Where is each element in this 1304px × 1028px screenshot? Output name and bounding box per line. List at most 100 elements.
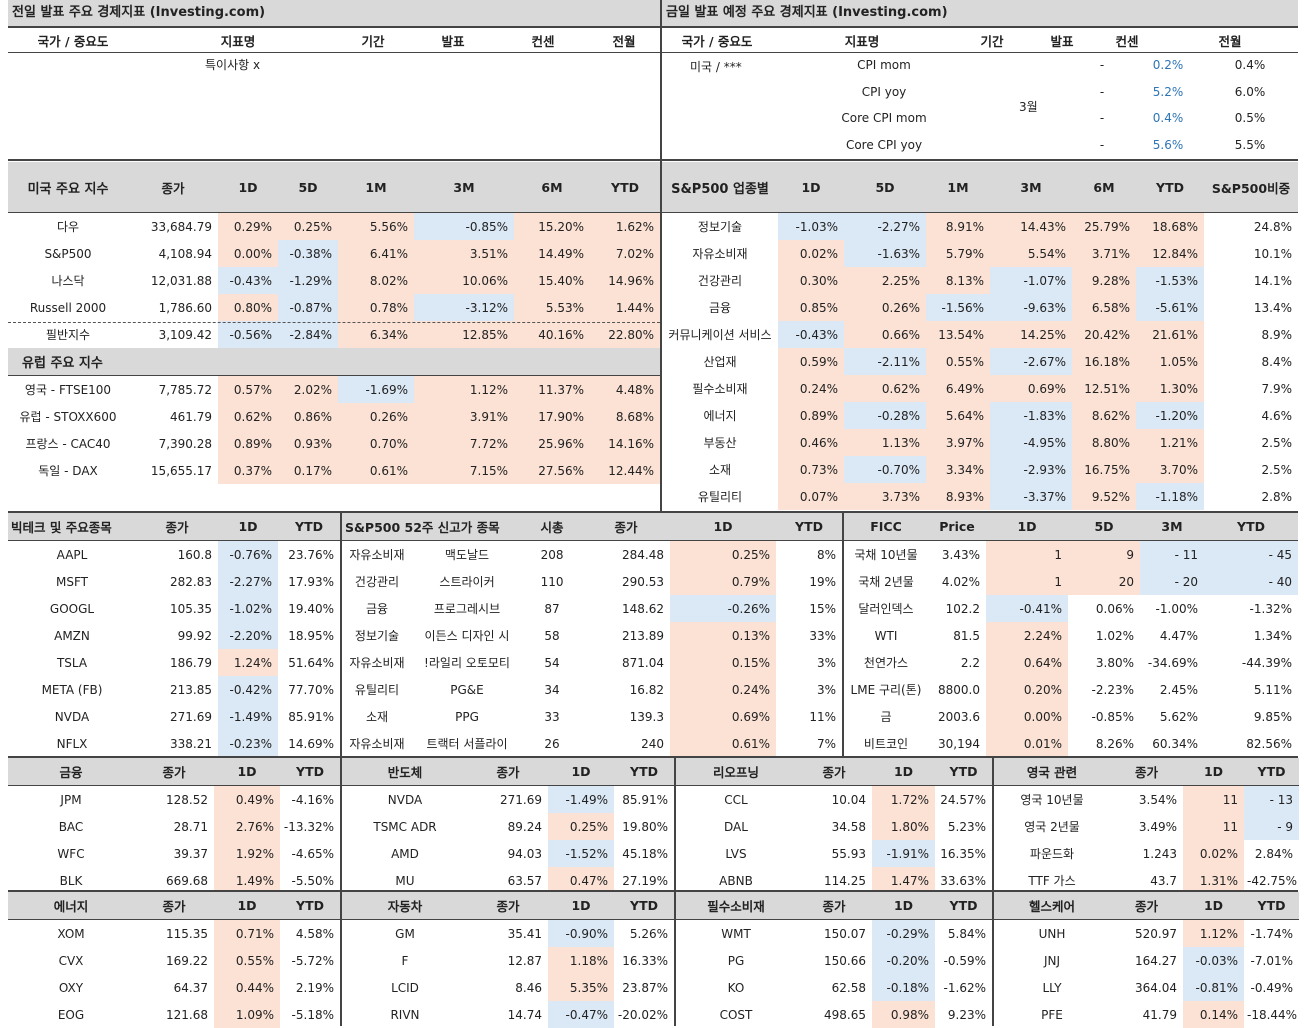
asset-value: 4.47% (1159, 628, 1198, 643)
table-row: 에너지 0.89% -0.28% 5.64% -1.83% 8.62% -1.20% 4.6% (662, 402, 1298, 429)
highs-table: S&P500 52주 신고가 종목 시총 종가 1D YTD 자유소비재 맥도날드 208 28… (342, 513, 843, 757)
column-header: 종가 (1110, 758, 1183, 786)
table-row: TSLA 186.79 1.24% 51.64% (8, 649, 340, 676)
index-value: 14.16% (590, 430, 660, 457)
index-value: 0.70% (338, 430, 414, 457)
sector-value: 5.79% (926, 240, 990, 267)
asset-value: - 20 (1140, 568, 1204, 595)
column-header: 컨센 (498, 28, 588, 53)
index-value: 0.80% (218, 294, 278, 321)
sector-name: 산업재 (703, 355, 737, 369)
column-header: 1D (548, 758, 614, 786)
column-header: 5D (1068, 513, 1140, 541)
stock-value: 19.40% (288, 601, 334, 616)
index-value: 0.86% (278, 403, 338, 430)
ticker: BAC (58, 819, 84, 834)
stock-value: 85.91% (288, 709, 334, 724)
econ-previous: 0.4% (1234, 58, 1266, 72)
index-value: 0.29% (218, 212, 278, 240)
asset-value: 4.02% (941, 574, 980, 589)
table-row: 산업재 0.59% -2.11% 0.55% -2.67% 16.18% 1.05% 8.4% (662, 348, 1298, 375)
stock-value: 0.25% (670, 540, 777, 568)
sector-value: 8.62% (1072, 402, 1136, 429)
column-header: 종가 (796, 758, 872, 786)
stock-value: 3.49% (1138, 819, 1177, 834)
table-row: EOG 121.68 1.09% -5.18% (8, 1001, 340, 1028)
table-row: CVX 169.22 0.55% -5.72% (8, 947, 340, 974)
ticker: UNH (1038, 926, 1066, 941)
divider (8, 159, 1298, 161)
section-title: 영국 관련 (994, 758, 1110, 786)
index-value: 1.44% (590, 294, 660, 321)
econ-actual: - (1099, 85, 1105, 99)
column-header: YTD (590, 162, 660, 213)
sector-value: -0.43% (778, 321, 844, 348)
sector-value: 0.26% (844, 294, 926, 321)
stock-value: 208 (540, 547, 564, 562)
econ-actual: - (1099, 58, 1105, 72)
stock-value: 45.18% (622, 846, 668, 861)
stock-value: 19.80% (622, 819, 668, 834)
table-row: 영국 - FTSE100 7,785.72 0.57% 2.02% -1.69% 1.12… (8, 375, 660, 403)
table-row: WTI 81.5 2.24% 1.02% 4.47% 1.34% (844, 622, 1298, 649)
column-header: 5D (844, 162, 926, 213)
column-header: 기간 (338, 28, 408, 53)
table-row: CCL 10.04 1.72% 24.57% (676, 785, 992, 813)
index-value: 6.34% (338, 321, 414, 348)
column-header: YTD (614, 892, 674, 920)
column-header: YTD (935, 892, 992, 920)
sector-value: 13.54% (926, 321, 990, 348)
index-value: 7,785.72 (158, 382, 212, 397)
divider (674, 758, 676, 892)
column-header: YTD (1136, 162, 1204, 213)
section-title: 자동차 (342, 892, 468, 920)
stock-value: 0.02% (1183, 840, 1244, 867)
table-row: KO 62.58 -0.18% -1.62% (676, 974, 992, 1001)
group-table-6: 필수소비재 종가 1D YTD WMT 150.07 -0.29% 5.84% PG 150.66… (676, 892, 992, 1028)
index-value: 40.16% (514, 321, 590, 348)
index-value: -0.38% (278, 240, 338, 267)
ticker: GM (395, 926, 415, 941)
sector-table: S&P500 업종별 1D 5D 1M 3M 6M YTD S&P500비중 정보기술 -1.03… (662, 162, 1298, 510)
stock-value: 1.47% (872, 867, 935, 894)
index-name: Russell 2000 (29, 300, 107, 315)
stock-value: 128.52 (166, 792, 208, 807)
ticker: WMT (721, 926, 751, 941)
sector-value: 0.46% (778, 429, 844, 456)
ticker: GOOGL (49, 601, 95, 616)
stock-name: PG&E (450, 682, 484, 697)
table-row: LLY 364.04 -0.81% -0.49% (994, 974, 1299, 1001)
stock-value: 0.79% (670, 568, 777, 595)
table-row: 달러인덱스 102.2 -0.41% 0.06% -1.00% -1.32% (844, 595, 1298, 622)
econ-previous: 6.0% (1234, 85, 1266, 99)
sector-value: 0.89% (778, 402, 844, 429)
index-value: 27.56% (514, 457, 590, 484)
sector-value: 14.1% (1253, 273, 1292, 288)
stock-value: 5.26% (629, 926, 668, 941)
stock-value: -0.81% (1183, 974, 1244, 1001)
sector-value: 0.02% (778, 240, 844, 267)
asset-value: -2.23% (1091, 682, 1134, 697)
stock-value: 0.47% (548, 867, 614, 894)
stock-value: 16.33% (622, 953, 668, 968)
ticker: 영국 10년물 (1020, 793, 1084, 807)
ticker: AMZN (54, 628, 90, 643)
stock-value: 3% (816, 682, 837, 697)
sector-value: 5.64% (926, 402, 990, 429)
asset-value: -1.32% (1249, 601, 1292, 616)
sector-value: 20.42% (1072, 321, 1136, 348)
stock-value: 1.92% (214, 840, 280, 867)
table-row: 금 2003.6 0.00% -0.85% 5.62% 9.85% (844, 703, 1298, 730)
sector-value: -5.61% (1136, 294, 1204, 321)
sector-value: -1.53% (1136, 267, 1204, 294)
index-value: 0.00% (218, 240, 278, 267)
sector-name: 건강관리 (354, 575, 400, 589)
table-row: 소재 PPG 33 139.3 0.69% 11% (342, 703, 842, 730)
column-header: 발표 (1032, 28, 1092, 53)
table-row: 영국 2년물 3.49% 11- 9 (994, 813, 1299, 840)
stock-value: 271.69 (500, 792, 542, 807)
econ-right-table: 국가 / 중요도 지표명 기간 발표 컨센 전월 (662, 28, 1298, 53)
column-header: 6M (514, 162, 590, 213)
stock-value: 35.41 (507, 926, 542, 941)
column-header: 종가 (134, 892, 214, 920)
